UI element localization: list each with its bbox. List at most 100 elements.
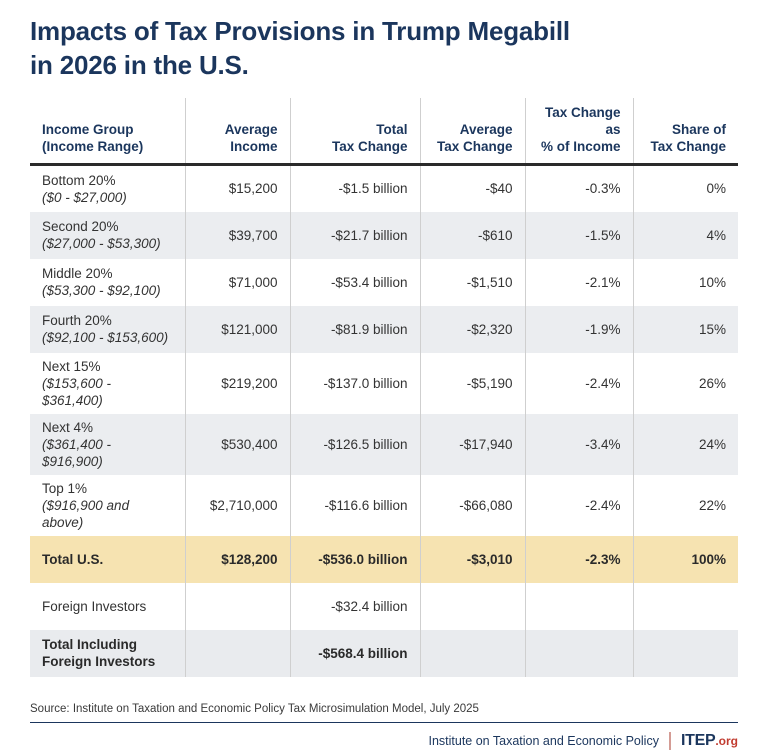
header-row: Income Group (Income Range) Average Inco… [30,98,738,166]
avg-income-cell: $219,200 [184,352,290,414]
income-group-cell: Next 4% ($361,400 - $916,900) [30,413,185,475]
share-cell [632,629,738,677]
income-group-cell: Fourth 20% ($92,100 - $153,600) [30,305,185,353]
header-line: % of Income [540,139,621,154]
header-line: Share of [671,122,726,137]
share-cell: 26% [632,352,738,414]
income-group-label: Next 4% [42,419,94,435]
avg-tax-change-cell: -$17,940 [419,413,525,475]
avg-income-cell: $128,200 [184,535,290,583]
title-line-1: Impacts of Tax Provisions in Trump Megab… [30,16,570,46]
header-line: Average [224,122,278,137]
income-group-cell: Total U.S. [30,535,185,583]
avg-income-cell: $39,700 [184,211,290,259]
header-line: Tax Change [331,139,408,154]
avg-tax-change-cell: -$2,320 [419,305,525,353]
pct-of-income-cell: -1.9% [524,305,633,353]
total-tax-change-cell: -$568.4 billion [289,629,420,677]
share-cell: 10% [632,258,738,306]
header-total-tax-change: Total Tax Change [289,98,420,166]
income-range-label: ($361,400 - $916,900) [42,436,112,469]
income-range-label: ($53,300 - $92,100) [42,283,161,298]
itep-logo: ITEP .org [681,732,738,750]
pct-of-income-cell: -3.4% [524,413,633,475]
income-group-label: Top 1% [42,480,88,496]
itep-logo-text: ITEP [680,731,716,749]
income-group-cell: Total Including Foreign Investors [30,629,185,677]
income-range-label: ($0 - $27,000) [42,189,127,205]
table-row-second-20: Second 20% ($27,000 - $53,300) $39,700 -… [30,211,738,259]
income-range-label: ($27,000 - $53,300) [42,236,161,251]
total-tax-change-cell: -$81.9 billion [289,305,420,353]
pct-of-income-cell: -2.1% [524,258,633,306]
avg-tax-change-cell: -$610 [419,211,525,259]
header-line: Income [230,139,278,154]
avg-tax-change-cell [419,629,525,677]
income-group-label: Total U.S. [42,551,104,567]
income-group-cell: Next 15% ($153,600 - $361,400) [30,352,185,414]
avg-tax-change-cell: -$1,510 [419,258,525,306]
avg-income-cell: $2,710,000 [184,474,290,536]
footer: Institute on Taxation and Economic Polic… [30,731,738,750]
header-line: Tax Change as [544,105,621,137]
header-tax-change-pct-income: Tax Change as % of Income [524,98,633,166]
total-tax-change-cell: -$536.0 billion [289,535,420,583]
total-tax-change-cell: -$137.0 billion [289,352,420,414]
header-line: Tax Change [436,139,513,154]
pct-of-income-cell: -0.3% [524,164,633,212]
share-cell: 4% [632,211,738,259]
avg-income-cell [184,629,290,677]
footer-logo-separator [668,731,671,750]
income-group-label: Second 20% [42,219,119,234]
itep-logo-org-text: .org [715,733,738,748]
total-tax-change-cell: -$21.7 billion [289,211,420,259]
share-cell [632,582,738,630]
header-average-income: Average Income [184,98,290,166]
header-income-group: Income Group (Income Range) [30,98,185,166]
pct-of-income-cell [524,629,633,677]
pct-of-income-cell [524,582,633,630]
table-row-fourth-20: Fourth 20% ($92,100 - $153,600) $121,000… [30,305,738,353]
avg-income-cell: $15,200 [184,164,290,212]
table-row-middle-20: Middle 20% ($53,300 - $92,100) $71,000 -… [30,258,738,306]
source-note: Source: Institute on Taxation and Econom… [30,702,479,715]
avg-income-cell [184,582,290,630]
income-range-label: ($916,900 and above) [42,497,130,530]
avg-tax-change-cell [419,582,525,630]
pct-of-income-cell: -2.4% [524,474,633,536]
footer-divider-line [30,721,738,723]
income-group-label: Middle 20% [42,266,113,281]
share-cell: 0% [632,164,738,212]
income-group-cell: Middle 20% ($53,300 - $92,100) [30,258,185,306]
income-group-cell: Top 1% ($916,900 and above) [30,474,185,536]
income-group-label: Next 15% [42,358,101,374]
header-line: Income Group [42,122,134,137]
header-average-tax-change: Average Tax Change [419,98,525,166]
income-group-label-line2: Foreign Investors [42,654,156,669]
pct-of-income-cell: -2.4% [524,352,633,414]
table-row-total-including-foreign: Total Including Foreign Investors -$568.… [30,629,738,677]
avg-income-cell: $530,400 [184,413,290,475]
title-line-2: in 2026 in the U.S. [30,50,249,80]
total-tax-change-cell: -$116.6 billion [289,474,420,536]
total-tax-change-cell: -$126.5 billion [289,413,420,475]
avg-income-cell: $121,000 [184,305,290,353]
share-cell: 24% [632,413,738,475]
header-line: Tax Change [650,139,726,154]
income-group-label: Bottom 20% [42,172,116,188]
share-cell: 100% [632,535,738,583]
header-share-of-tax-change: Share of Tax Change [632,98,738,166]
income-group-label: Fourth 20% [42,313,112,328]
avg-income-cell: $71,000 [184,258,290,306]
income-range-label: ($153,600 - $361,400) [42,375,112,408]
avg-tax-change-cell: -$40 [419,164,525,212]
avg-tax-change-cell: -$66,080 [419,474,525,536]
pct-of-income-cell: -1.5% [524,211,633,259]
total-tax-change-cell: -$1.5 billion [289,164,420,212]
table-row-next-4: Next 4% ($361,400 - $916,900) $530,400 -… [30,413,738,475]
share-cell: 15% [632,305,738,353]
income-group-cell: Bottom 20% ($0 - $27,000) [30,164,185,212]
income-range-label: ($92,100 - $153,600) [42,330,169,345]
income-group-cell: Foreign Investors [30,582,185,630]
tax-impact-table: Income Group (Income Range) Average Inco… [30,98,738,677]
